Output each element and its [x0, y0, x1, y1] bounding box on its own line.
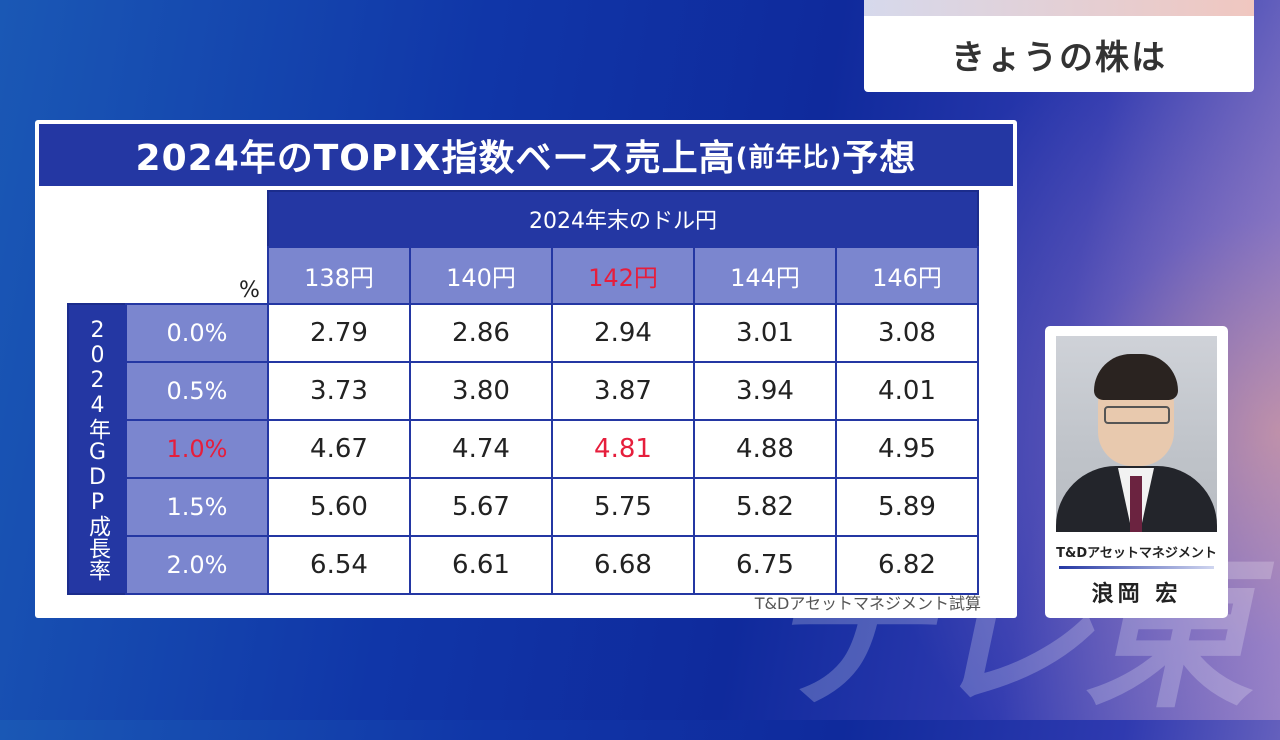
table-cell: 2.86 [409, 303, 553, 363]
row-group-header: 2024年GDP成長率 [67, 303, 127, 595]
column-header: 140円 [409, 246, 553, 305]
presenter-organization: T&Dアセットマネジメント [1056, 546, 1217, 561]
row-header: 0.0% [125, 303, 269, 363]
row-header: 1.0% [125, 419, 269, 479]
segment-title: きょうの株は [951, 37, 1167, 78]
table-cell: 4.88 [693, 419, 837, 479]
table-cell: 6.54 [267, 535, 411, 595]
table-cell: 5.75 [551, 477, 695, 537]
table-cell: 3.08 [835, 303, 979, 363]
panel-title: 2024年のTOPIX指数ベース売上高 (前年比) 予想 [39, 124, 1013, 186]
table-cell: 6.61 [409, 535, 553, 595]
badge-top-strip [864, 0, 1254, 16]
presenter-divider [1059, 566, 1214, 569]
forecast-table-panel: 2024年のTOPIX指数ベース売上高 (前年比) 予想 2024年末のドル円 138… [35, 120, 1017, 618]
table-cell: 5.89 [835, 477, 979, 537]
presenter-photo [1056, 336, 1217, 532]
table-cell: 6.68 [551, 535, 695, 595]
table-cell: 3.87 [551, 361, 695, 421]
table-cell: 3.94 [693, 361, 837, 421]
table-cell: 3.80 [409, 361, 553, 421]
source-note: T&Dアセットマネジメント試算 [754, 594, 981, 613]
table-cell: 5.67 [409, 477, 553, 537]
table-cell: 3.73 [267, 361, 411, 421]
column-header: 146円 [835, 246, 979, 305]
table-cell: 5.60 [267, 477, 411, 537]
table-cell: 2.79 [267, 303, 411, 363]
table-cell: 4.74 [409, 419, 553, 479]
segment-title-badge: きょうの株は [864, 16, 1254, 92]
column-group-header: 2024年末のドル円 [267, 190, 979, 248]
table-cell: 3.01 [693, 303, 837, 363]
presenter-name: 浪岡 宏 [1091, 582, 1182, 607]
row-header: 0.5% [125, 361, 269, 421]
table-cell: 4.67 [267, 419, 411, 479]
column-header: 144円 [693, 246, 837, 305]
panel-title-paren: (前年比) [735, 142, 843, 173]
table-cell: 5.82 [693, 477, 837, 537]
row-header: 1.5% [125, 477, 269, 537]
table-cell: 4.01 [835, 361, 979, 421]
table-cell: 4.81 [551, 419, 695, 479]
table-cell: 4.95 [835, 419, 979, 479]
table-cell: 6.82 [835, 535, 979, 595]
table-cell: 6.75 [693, 535, 837, 595]
column-header: 138円 [267, 246, 411, 305]
table-cell: 2.94 [551, 303, 695, 363]
panel-title-main: 2024年のTOPIX指数ベース売上高 [135, 138, 736, 179]
panel-title-end: 予想 [842, 138, 917, 179]
column-header: 142円 [551, 246, 695, 305]
presenter-card: T&Dアセットマネジメント 浪岡 宏 [1045, 326, 1228, 618]
row-header: 2.0% [125, 535, 269, 595]
unit-label: % [239, 278, 260, 303]
